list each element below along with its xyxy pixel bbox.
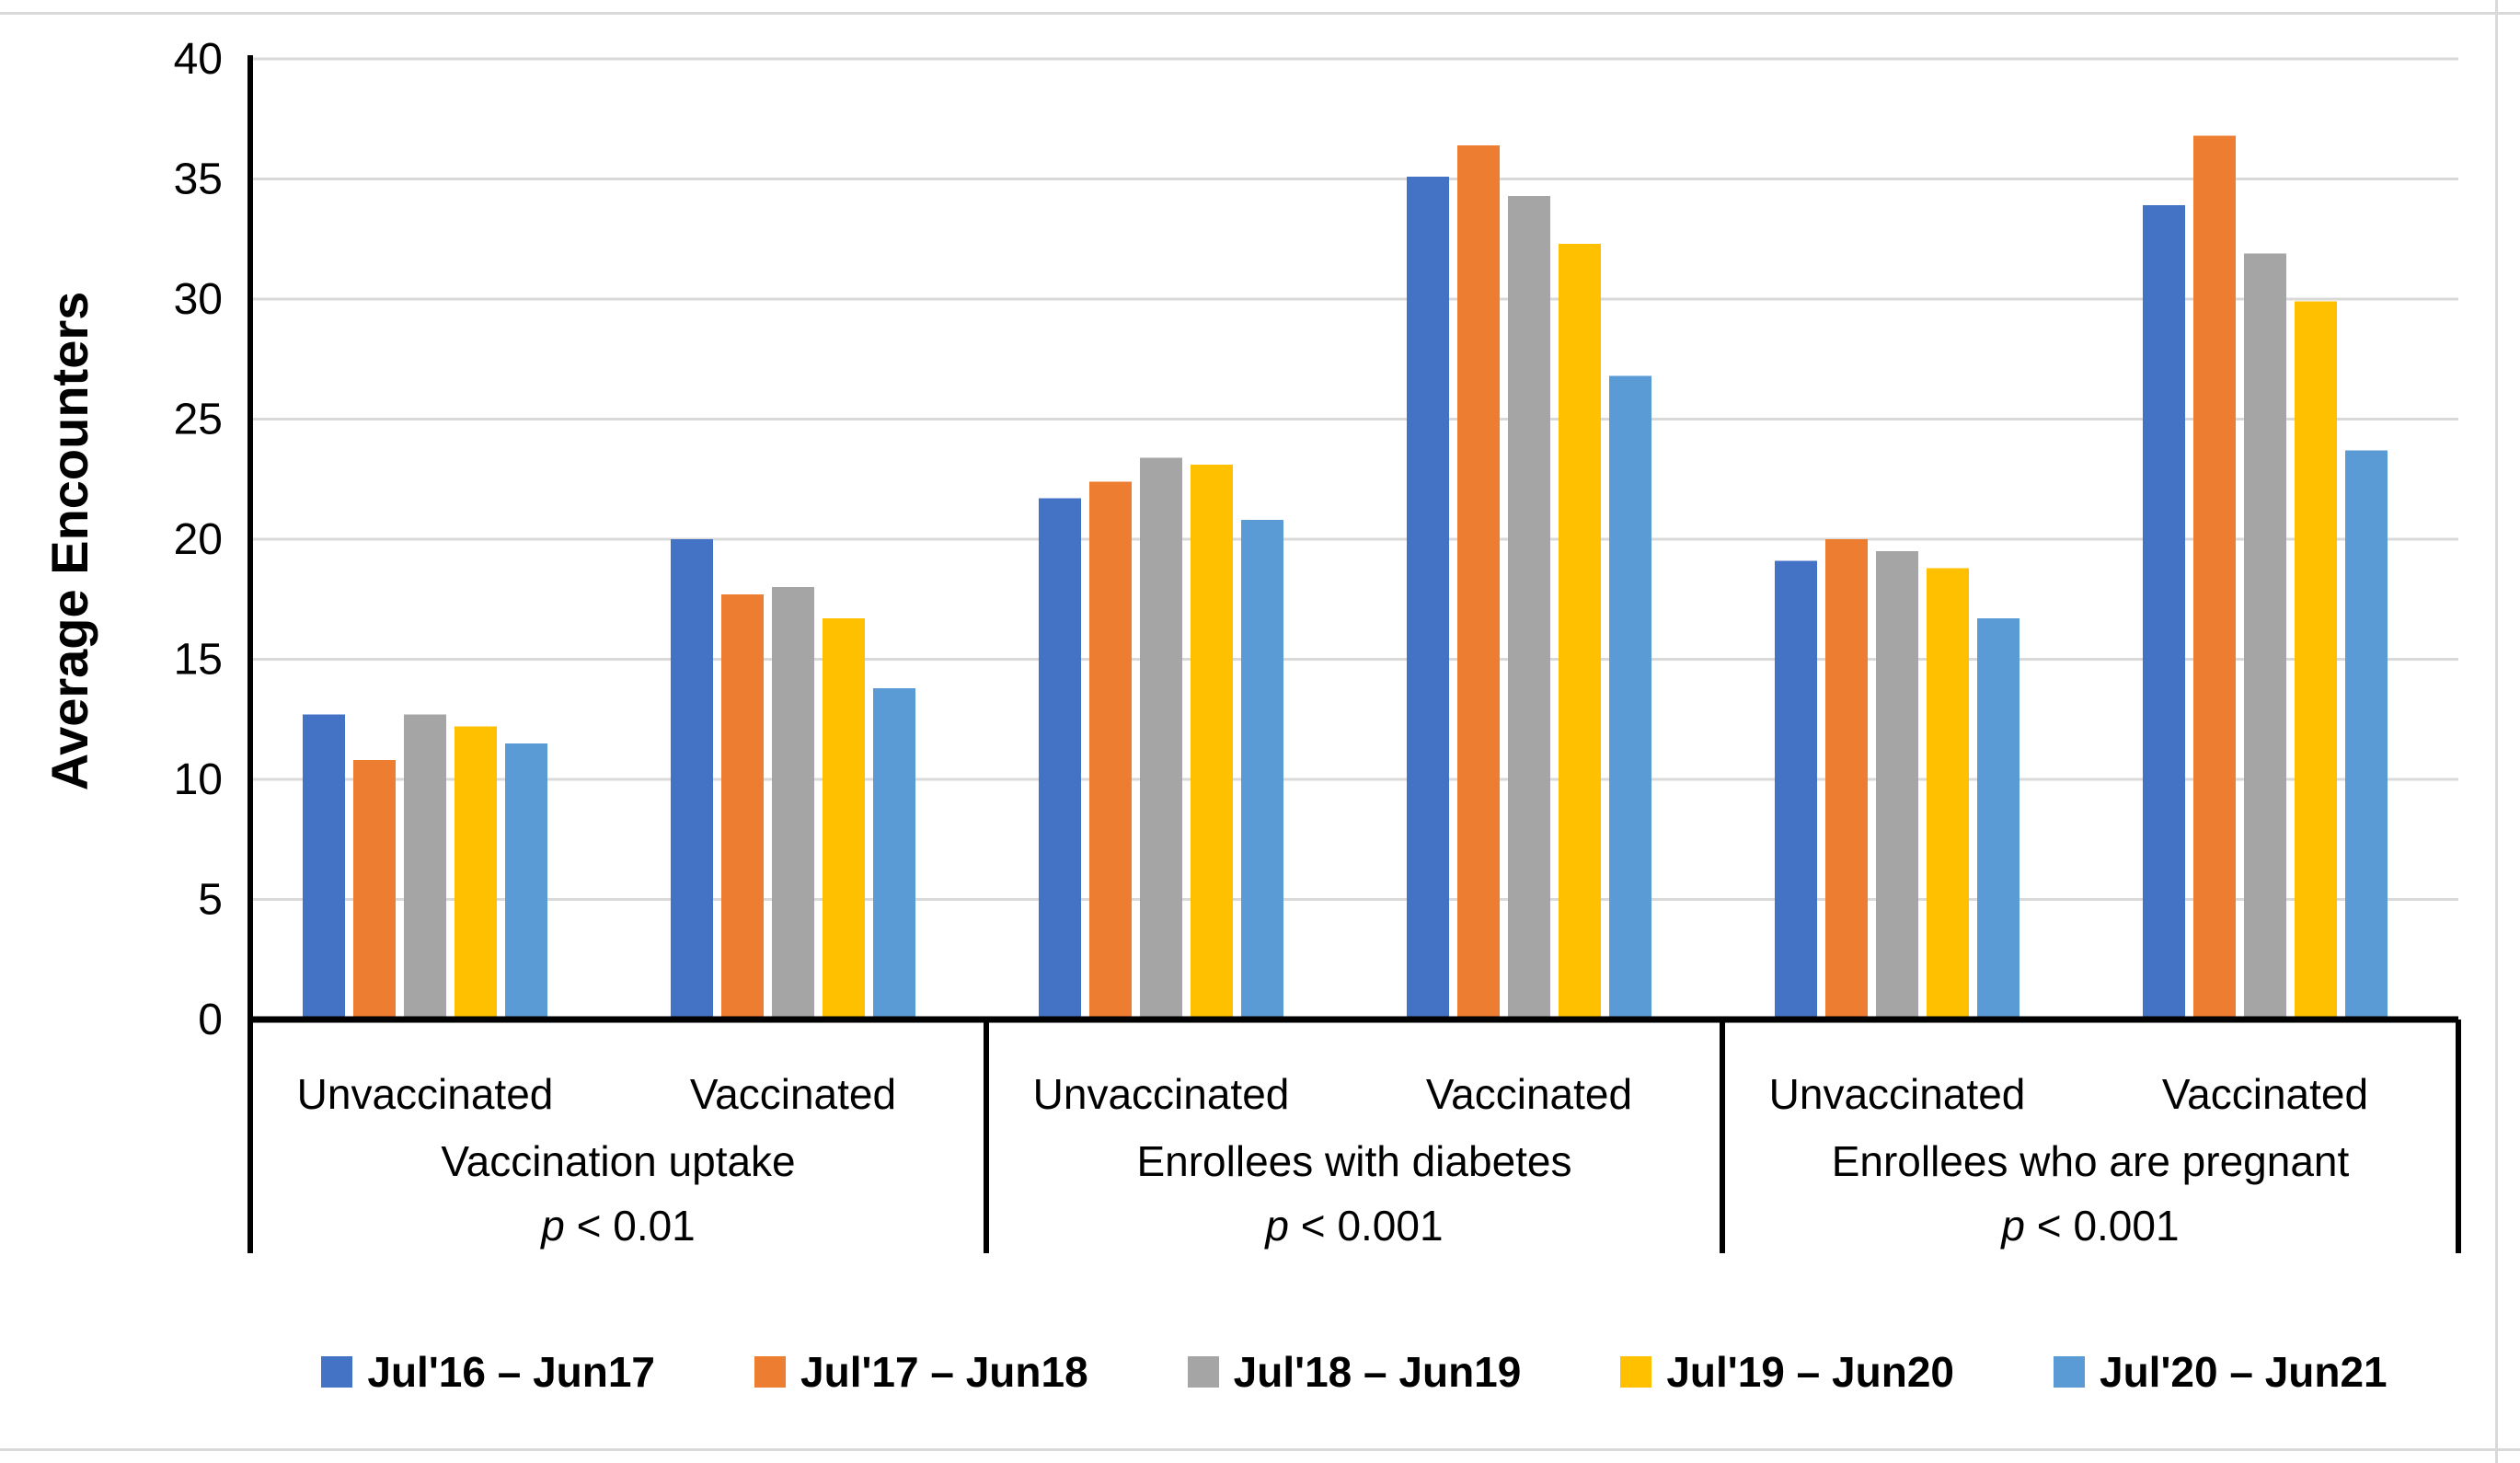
p-value-3: p < 0.001 xyxy=(1999,1202,2179,1250)
bar-series3-group4 xyxy=(1508,195,1550,1019)
panel-title-2: Enrollees with diabetes xyxy=(1136,1137,1571,1185)
p-value-1: p < 0.01 xyxy=(539,1202,696,1250)
legend-swatch-icon xyxy=(2053,1356,2085,1388)
category-label-panel1-vaccinated: Vaccinated xyxy=(690,1070,896,1118)
page-right-border xyxy=(2495,0,2498,1463)
bar-series2-group1 xyxy=(353,760,396,1019)
bar-series1-group2 xyxy=(671,539,713,1019)
legend-item-3: Jul'18 – Jun19 xyxy=(1187,1347,1522,1397)
bar-series1-group1 xyxy=(303,714,345,1019)
y-tick-label-20: 20 xyxy=(174,515,223,564)
page-bottom-border xyxy=(0,1448,2520,1451)
bar-series5-group4 xyxy=(1609,375,1651,1019)
category-label-panel2-vaccinated: Vaccinated xyxy=(1426,1070,1632,1118)
category-label-panel1-unvaccinated: Unvaccinated xyxy=(297,1070,554,1118)
bar-series5-group6 xyxy=(2345,450,2388,1019)
bar-series5-group2 xyxy=(873,687,915,1019)
page-top-border xyxy=(0,12,2520,15)
bar-series3-group5 xyxy=(1876,551,1918,1019)
bar-series3-group3 xyxy=(1140,457,1182,1019)
category-label-panel2-unvaccinated: Unvaccinated xyxy=(1033,1070,1290,1118)
legend-swatch-icon xyxy=(754,1356,787,1388)
y-tick-label-10: 10 xyxy=(174,755,223,804)
legend-item-2: Jul'17 – Jun18 xyxy=(754,1347,1088,1397)
legend-label: Jul'18 – Jun19 xyxy=(1233,1348,1522,1396)
bar-series1-group3 xyxy=(1039,498,1081,1019)
bar-series1-group4 xyxy=(1407,176,1449,1019)
legend-item-5: Jul'20 – Jun21 xyxy=(2053,1347,2388,1397)
bar-series1-group6 xyxy=(2143,205,2185,1019)
bar-series3-group2 xyxy=(772,587,814,1019)
bar-series4-group2 xyxy=(823,618,865,1019)
y-tick-label-5: 5 xyxy=(198,876,223,925)
legend-swatch-icon xyxy=(1620,1356,1652,1388)
bar-series2-group6 xyxy=(2193,135,2236,1019)
bar-series5-group1 xyxy=(505,743,547,1019)
legend-label: Jul'17 – Jun18 xyxy=(800,1348,1088,1396)
legend-label: Jul'16 – Jun17 xyxy=(367,1348,656,1396)
bar-series1-group5 xyxy=(1775,560,1817,1019)
y-tick-label-40: 40 xyxy=(174,35,223,84)
legend-item-4: Jul'19 – Jun20 xyxy=(1620,1347,1954,1397)
y-tick-label-30: 30 xyxy=(174,275,223,324)
bar-series4-group4 xyxy=(1559,243,1601,1020)
y-tick-label-35: 35 xyxy=(174,156,223,204)
bar-series5-group5 xyxy=(1977,618,2019,1019)
legend-label: Jul'19 – Jun20 xyxy=(1666,1348,1954,1396)
bar-series2-group2 xyxy=(721,594,764,1019)
bar-series4-group1 xyxy=(455,726,497,1019)
legend-label: Jul'20 – Jun21 xyxy=(2099,1348,2388,1396)
legend-item-1: Jul'16 – Jun17 xyxy=(321,1347,655,1397)
chart-legend: Jul'16 – Jun17 Jul'17 – Jun18 Jul'18 – Jun… xyxy=(250,1340,2458,1404)
y-tick-label-0: 0 xyxy=(198,996,223,1044)
legend-swatch-icon xyxy=(1187,1356,1219,1388)
bar-series2-group5 xyxy=(1825,539,1868,1019)
category-label-panel3-unvaccinated: Unvaccinated xyxy=(1769,1070,2026,1118)
y-tick-label-25: 25 xyxy=(174,396,223,444)
legend-swatch-icon xyxy=(321,1356,353,1388)
bar-series3-group1 xyxy=(404,714,446,1019)
category-label-panel3-vaccinated: Vaccinated xyxy=(2162,1070,2368,1118)
bar-series3-group6 xyxy=(2244,253,2286,1019)
bar-series2-group3 xyxy=(1089,481,1132,1019)
bar-series5-group3 xyxy=(1241,520,1283,1019)
y-tick-label-15: 15 xyxy=(174,636,223,685)
bar-series4-group6 xyxy=(2295,301,2337,1019)
bar-series2-group4 xyxy=(1457,144,1500,1019)
panel-title-1: Vaccination uptake xyxy=(441,1137,795,1185)
bar-series4-group3 xyxy=(1191,465,1233,1020)
p-value-2: p < 0.001 xyxy=(1263,1202,1443,1250)
bar-series4-group5 xyxy=(1927,568,1969,1019)
panel-title-3: Enrollees who are pregnant xyxy=(1832,1137,2350,1185)
